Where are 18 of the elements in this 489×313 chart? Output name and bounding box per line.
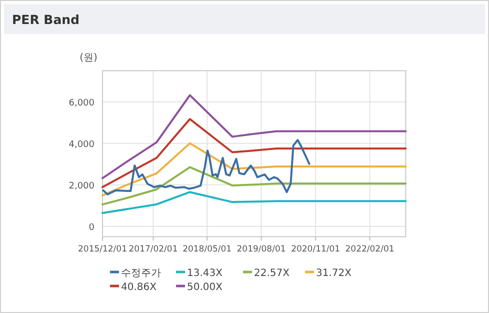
legend-label: 수정주가: [121, 268, 161, 279]
y-tick-label: 2,000: [68, 181, 95, 192]
legend-label: 50.00X: [187, 282, 223, 293]
legend-label: 31.72X: [316, 268, 352, 279]
x-tick-label: 2022/02/01: [345, 244, 394, 255]
y-tick-label: 4,000: [68, 140, 95, 150]
x-tick-label: 2015/12/01: [78, 244, 127, 255]
y-tick-label: 0: [88, 222, 95, 233]
title: PER Band: [12, 12, 80, 27]
legend-label: 40.86X: [121, 282, 157, 293]
x-tick-label: 2019/08/01: [236, 244, 286, 255]
x-tick-label: 2018/05/01: [182, 244, 232, 255]
x-tick-label: 2020/11/01: [291, 244, 340, 255]
legend-label: 22.57X: [254, 268, 290, 279]
legend-label: 13.43X: [187, 268, 223, 279]
y-tick-label: 6,000: [68, 98, 95, 108]
x-tick-label: 2017/02/01: [128, 244, 178, 255]
y-axis-title: (원): [80, 52, 98, 64]
